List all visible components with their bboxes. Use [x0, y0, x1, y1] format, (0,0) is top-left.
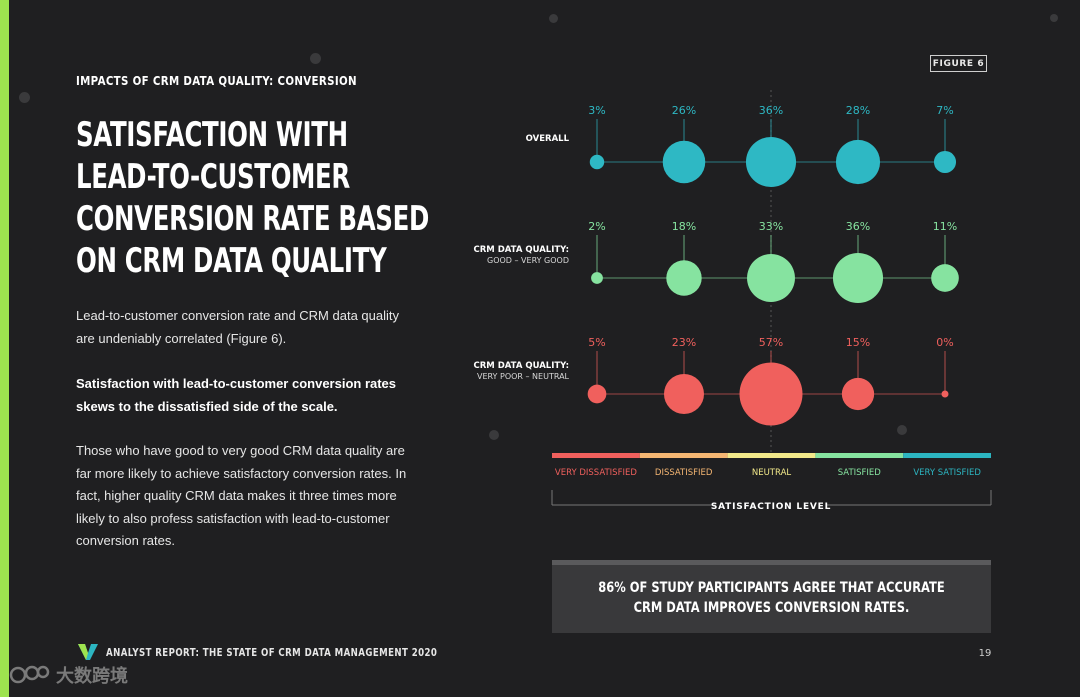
background-dot	[310, 53, 321, 64]
page-title: SATISFACTION WITH LEAD-TO-CUSTOMER CONVE…	[76, 114, 429, 282]
background-dot	[549, 14, 558, 23]
axis-label-background	[716, 499, 826, 511]
scale-segment	[639, 453, 728, 458]
callout-box: 86% OF STUDY PARTICIPANTS AGREE THAT ACC…	[552, 560, 991, 633]
scale-segment	[903, 453, 991, 458]
data-bubble	[587, 384, 607, 404]
data-label: 18%	[672, 220, 696, 233]
data-label: 3%	[588, 104, 605, 117]
watermark-logo-icon	[9, 665, 50, 684]
data-label: 23%	[672, 336, 696, 349]
data-bubble	[933, 150, 957, 174]
data-bubble	[663, 373, 705, 415]
scale-segment	[727, 453, 816, 458]
callout-text: 86% OF STUDY PARTICIPANTS AGREE THAT ACC…	[592, 578, 952, 618]
callout-line: CRM DATA IMPROVES CONVERSION RATES.	[633, 600, 910, 616]
body-paragraph-2: Satisfaction with lead-to-customer conve…	[76, 376, 397, 414]
data-label: 2%	[588, 220, 605, 233]
background-dot	[19, 92, 30, 103]
data-bubble	[941, 390, 949, 398]
background-dot	[489, 430, 499, 440]
data-label: 15%	[846, 336, 870, 349]
data-label: 36%	[759, 104, 783, 117]
data-label: 33%	[759, 220, 783, 233]
series-label: OVERALL	[526, 134, 570, 144]
data-label: 26%	[672, 104, 696, 117]
section-kicker: IMPACTS OF CRM DATA QUALITY: CONVERSION	[76, 73, 357, 88]
data-label: 11%	[933, 220, 957, 233]
data-label: 28%	[846, 104, 870, 117]
series-sublabel: GOOD – VERY GOOD	[487, 256, 569, 265]
watermark: 大数跨境	[8, 662, 128, 688]
watermark-text: 大数跨境	[56, 666, 128, 687]
data-label: 7%	[936, 104, 953, 117]
data-label: 36%	[846, 220, 870, 233]
data-label: 0%	[936, 336, 953, 349]
data-bubble	[739, 362, 803, 426]
scale-tick-label: NEUTRAL	[752, 468, 792, 478]
data-bubble	[589, 154, 605, 170]
figure-badge: FIGURE 6	[930, 55, 987, 72]
body-paragraph-3: Those who have good to very good CRM dat…	[76, 443, 407, 548]
data-label: 5%	[588, 336, 605, 349]
page-number: 19	[978, 648, 992, 659]
data-bubble	[662, 140, 706, 184]
data-bubble	[747, 254, 795, 302]
callout-line: 86% OF STUDY PARTICIPANTS AGREE THAT ACC…	[598, 580, 945, 596]
title-line: ON CRM DATA QUALITY	[76, 241, 387, 281]
title-line: SATISFACTION WITH	[76, 115, 348, 155]
series-label: CRM DATA QUALITY:	[474, 361, 570, 371]
data-bubble	[841, 377, 875, 411]
footer-report-title: ANALYST REPORT: THE STATE OF CRM DATA MA…	[106, 647, 438, 659]
series-sublabel: VERY POOR – NEUTRAL	[477, 372, 570, 381]
data-bubble	[666, 260, 702, 296]
scale-tick-label: DISSATISFIED	[655, 468, 713, 478]
title-line: LEAD-TO-CUSTOMER	[76, 157, 350, 197]
scale-tick-label: VERY DISSATISFIED	[555, 468, 637, 478]
body-paragraph-1: Lead-to-customer conversion rate and CRM…	[76, 308, 399, 346]
data-bubble	[835, 139, 881, 185]
accent-bar	[0, 0, 9, 697]
background-dot	[897, 425, 907, 435]
data-bubble	[745, 136, 797, 188]
callout-top-bar	[552, 560, 991, 565]
scale-tick-label: SATISFIED	[838, 468, 882, 478]
data-bubble	[832, 252, 884, 304]
scale-segment	[552, 453, 640, 458]
scale-segment	[815, 453, 904, 458]
background-dot	[1050, 14, 1058, 22]
data-label: 57%	[759, 336, 783, 349]
data-bubble	[931, 264, 959, 292]
title-line: CONVERSION RATE BASED	[76, 199, 429, 239]
data-bubble	[591, 272, 603, 284]
scale-tick-label: VERY SATISFIED	[913, 468, 981, 478]
x-axis-label: SATISFACTION LEVEL	[711, 502, 831, 512]
brand-logo-icon	[78, 644, 98, 660]
series-label: CRM DATA QUALITY:	[474, 245, 570, 255]
